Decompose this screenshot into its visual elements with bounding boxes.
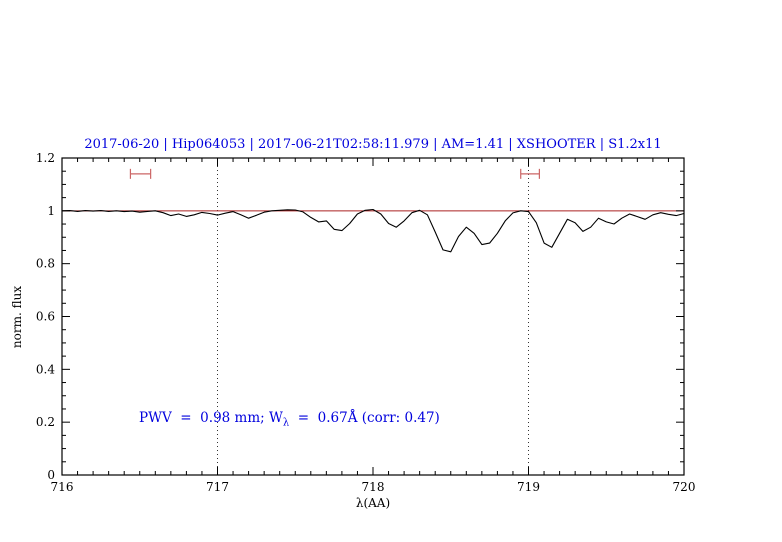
data-series (61, 208, 685, 253)
svg-text:718: 718 (362, 480, 385, 494)
annotation-pre: PWV = 0.98 mm; W (139, 410, 283, 426)
annotation-post: = 0.67Å (corr: 0.47) (289, 410, 440, 426)
annotation-lambda-subscript: λ (282, 417, 290, 429)
pwv-annotation: PWV = 0.98 mm; Wλ = 0.67Å (corr: 0.47) (139, 410, 440, 429)
svg-text:1.2: 1.2 (36, 151, 55, 165)
axes (61, 157, 685, 476)
svg-text:0.6: 0.6 (36, 310, 55, 324)
x-axis-label: λ(AA) (355, 496, 391, 510)
y-axis-label: norm. flux (10, 285, 24, 349)
svg-text:0: 0 (47, 468, 55, 482)
band-markers (129, 168, 540, 179)
plot-title: 2017-06-20 | Hip064053 | 2017-06-21T02:5… (84, 137, 662, 152)
svg-text:0.8: 0.8 (36, 257, 55, 271)
svg-text:717: 717 (206, 480, 229, 494)
tick-labels: 716 717 718 719 720 0 0.2 0.4 0.6 0.8 1 1.2 (36, 151, 696, 494)
svg-text:0.2: 0.2 (36, 415, 55, 429)
svg-text:720: 720 (673, 480, 696, 494)
svg-text:716: 716 (51, 480, 74, 494)
svg-text:1: 1 (47, 204, 55, 218)
svg-text:719: 719 (517, 480, 540, 494)
svg-text:0.4: 0.4 (36, 362, 55, 376)
